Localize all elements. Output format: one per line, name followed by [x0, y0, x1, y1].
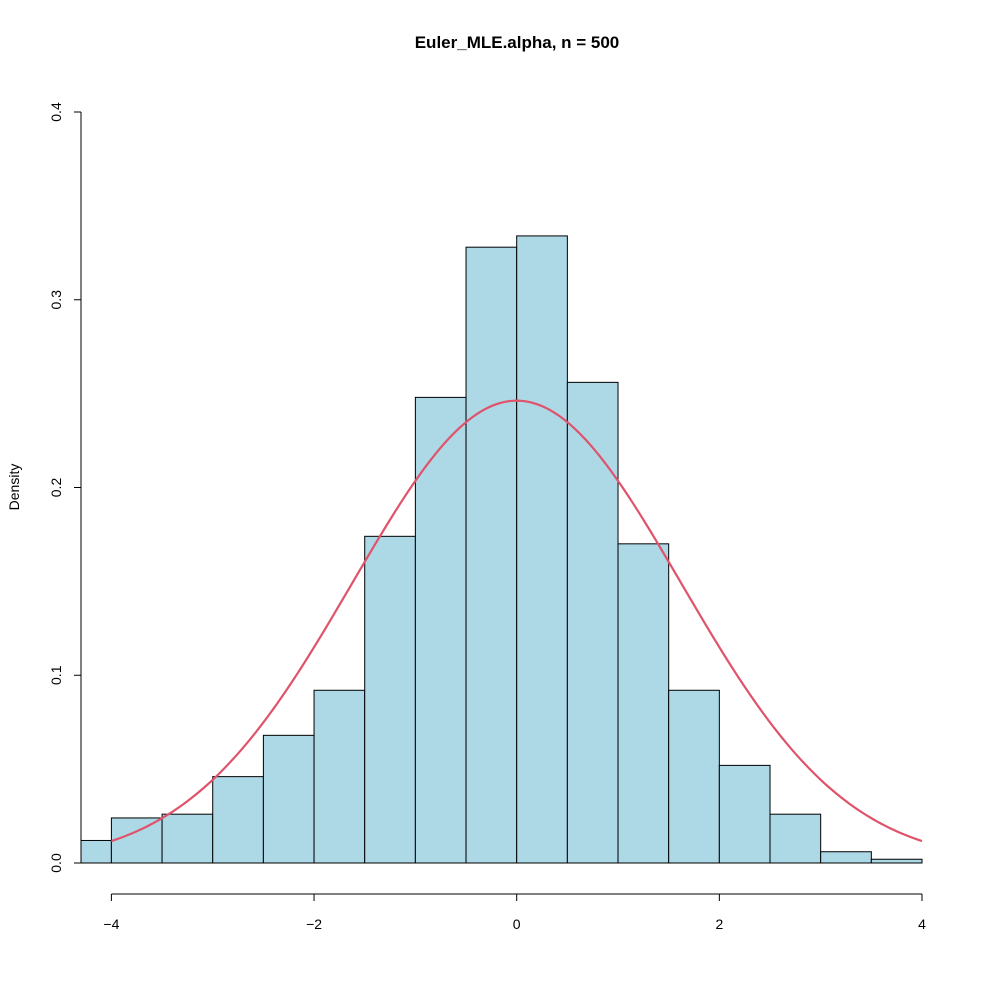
histogram-bar	[769, 813, 822, 864]
x-axis: −4 −2 0 2 4	[103, 893, 926, 932]
histogram-bars	[80, 235, 923, 864]
chart-title: Euler_MLE.alpha, n = 500	[415, 33, 620, 52]
histogram-bar	[820, 851, 872, 864]
histogram-bar	[364, 535, 416, 864]
histogram-bar	[465, 246, 518, 864]
x-tick-label: 4	[918, 916, 926, 932]
histogram-bar	[161, 813, 214, 864]
y-axis-label: Density	[6, 464, 22, 511]
histogram-bar	[262, 734, 315, 864]
x-tick-label: 0	[513, 916, 521, 932]
normal-density-curve	[111, 399, 923, 843]
histogram-bar	[668, 689, 720, 864]
x-tick-label: −4	[103, 916, 119, 932]
histogram-bar	[870, 858, 923, 864]
y-axis: 0.0 0.1 0.2 0.3 0.4	[48, 102, 82, 873]
y-tick-label: 0.4	[48, 102, 64, 122]
x-tick-label: 2	[715, 916, 723, 932]
histogram-bar	[110, 817, 163, 864]
histogram-bar	[617, 543, 670, 864]
y-tick-label: 0.3	[48, 290, 64, 310]
histogram-bar	[516, 235, 568, 864]
histogram-bar	[212, 776, 264, 864]
histogram-bar	[718, 764, 771, 864]
x-tick-label: −2	[306, 916, 322, 932]
histogram-bar	[80, 839, 112, 864]
y-tick-label: 0.2	[48, 478, 64, 498]
y-tick-label: 0.1	[48, 665, 64, 685]
histogram-bar	[313, 689, 366, 864]
y-tick-label: 0.0	[48, 853, 64, 873]
histogram-bar	[566, 381, 619, 864]
histogram-bar	[414, 396, 467, 864]
